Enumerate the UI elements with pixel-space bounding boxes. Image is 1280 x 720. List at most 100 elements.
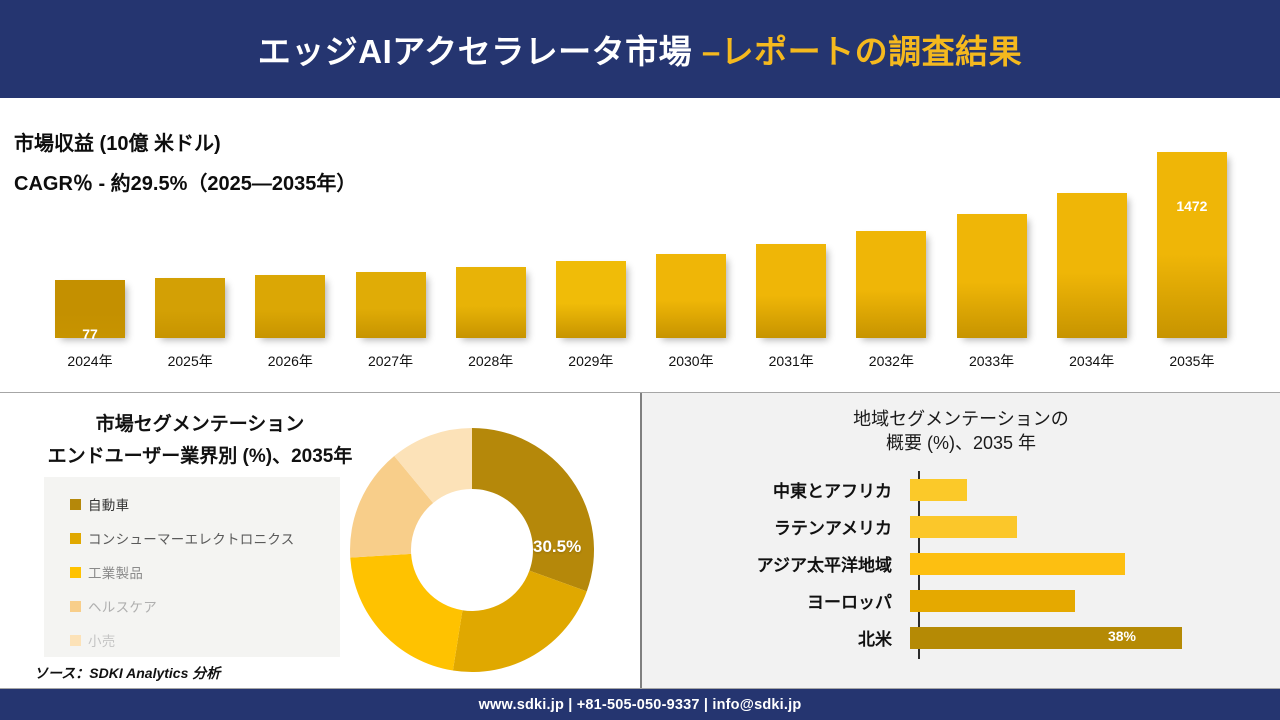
page-title-accent: –レポートの調査結果 — [701, 33, 1023, 70]
regional-bar[interactable] — [910, 515, 1018, 538]
regional-bar[interactable] — [910, 552, 1125, 575]
bar-category-label: 2027年 — [367, 353, 414, 369]
bar-category-label: 2026年 — [267, 353, 313, 369]
regional-row-label: ヨーロッパ — [807, 593, 892, 612]
regional-bar[interactable] — [910, 589, 1075, 612]
regional-row-label: ラテンアメリカ — [773, 519, 892, 538]
legend-item-label: 工業製品 — [88, 566, 144, 581]
page-title-primary: エッジAIアクセラレータ市場 — [257, 33, 702, 70]
donut-slice[interactable] — [350, 553, 463, 671]
regional-row: 中東とアフリカ — [642, 471, 1280, 508]
legend-item-label: ヘルスケア — [88, 600, 157, 615]
revenue-bar — [255, 275, 326, 338]
donut-slice[interactable] — [452, 570, 587, 672]
revenue-bars-row: 77 2024年 2025年 2026年 2027年 2028年 2029年 2030年 203… — [46, 140, 1236, 369]
bar-category-label: 2029年 — [568, 353, 614, 369]
regional-bar-value: 38% — [1107, 627, 1136, 644]
legend-swatch-icon — [70, 600, 81, 612]
legend-item[interactable]: 工業製品 — [44, 555, 340, 589]
revenue-bar — [856, 230, 927, 338]
donut-slice[interactable] — [472, 428, 594, 592]
bar-category-label: 2035年 — [1169, 353, 1215, 369]
revenue-bar — [756, 243, 827, 338]
revenue-bar: 1472 — [1156, 152, 1227, 338]
regional-row-label: 中東とアフリカ — [773, 482, 892, 501]
bar-column: 2029年 — [547, 140, 635, 369]
legend-item-label: コンシューマーエレクトロニクス — [88, 532, 295, 547]
regional-bar-chart: 中東とアフリカ ラテンアメリカアジア太平洋地域ヨーロッパ北米 38% — [642, 471, 1280, 666]
bar-value-label: 1472 — [1176, 198, 1208, 214]
donut-slice[interactable] — [394, 428, 472, 503]
revenue-bar-chart: 77 2024年 2025年 2026年 2027年 2028年 2029年 2030年 203… — [46, 140, 1236, 375]
revenue-bar — [155, 277, 226, 338]
regional-panel: 地域セグメンテーションの 概要 (%)、2035 年 中東とアフリカ ラテンアメリ… — [642, 393, 1280, 688]
regional-row: ヨーロッパ — [642, 582, 1280, 619]
regional-bar[interactable]: 38% — [910, 626, 1182, 649]
legend-item-label: 自動車 — [88, 498, 130, 513]
segmentation-panel: 市場セグメンテーション エンドユーザー業界別 (%)、2035年 自動車コンシュ… — [0, 393, 640, 688]
regional-row: 北米 38% — [642, 619, 1280, 656]
bar-column: 2026年 — [246, 140, 334, 369]
regional-row: アジア太平洋地域 — [642, 545, 1280, 582]
legend-item-label: 小売 — [88, 634, 116, 649]
donut-highlight-label: 30.5% — [533, 537, 582, 556]
section-divider-bottom — [0, 688, 1280, 689]
bar-category-label: 2034年 — [1069, 353, 1115, 369]
bar-value-label: 77 — [82, 326, 98, 342]
bar-category-label: 2032年 — [868, 353, 914, 369]
revenue-bar — [956, 214, 1027, 338]
bar-category-label: 2025年 — [167, 353, 213, 369]
bar-category-label: 2024年 — [67, 353, 113, 369]
revenue-bar — [455, 267, 526, 338]
page-title: エッジAIアクセラレータ市場 –レポートの調査結果 — [258, 25, 1022, 73]
bar-column: 2028年 — [447, 140, 535, 369]
segmentation-title-line2: エンドユーザー業界別 (%)、2035年 — [47, 446, 353, 467]
revenue-bar — [1056, 192, 1127, 338]
page-footer: www.sdki.jp | +81-505-050-9337 | info@sd… — [0, 689, 1280, 720]
bar-column: 1472 2035年 — [1148, 140, 1236, 369]
revenue-metric-label: 市場収益 (10億 米ドル) — [14, 133, 221, 155]
bar-column: 2030年 — [647, 140, 735, 369]
legend-item[interactable]: 小売 — [44, 623, 340, 657]
revenue-bar — [656, 253, 727, 338]
revenue-cagr-label: CAGR％ - 約29.5%（2025―2035年） — [14, 173, 357, 195]
regional-title-line1: 地域セグメンテーションの — [853, 409, 1069, 429]
legend-item[interactable]: ヘルスケア — [44, 589, 340, 623]
footer-contact[interactable]: www.sdki.jp | +81-505-050-9337 | info@sd… — [478, 696, 802, 713]
segmentation-title-line1: 市場セグメンテーション — [95, 414, 305, 435]
legend-item[interactable]: 自動車 — [44, 487, 340, 521]
regional-title: 地域セグメンテーションの 概要 (%)、2035 年 — [642, 407, 1280, 456]
legend-swatch-icon — [70, 532, 81, 544]
bar-column: 2027年 — [347, 140, 435, 369]
revenue-chart-section: 市場収益 (10億 米ドル) CAGR％ - 約29.5%（2025―2035年… — [0, 98, 1280, 392]
revenue-subtitle-block: 市場収益 (10億 米ドル) CAGR％ - 約29.5%（2025―2035年… — [14, 134, 356, 194]
segmentation-legend: 自動車コンシューマーエレクトロニクス 工業製品ヘルスケア小売 — [44, 477, 340, 657]
page-header: エッジAIアクセラレータ市場 –レポートの調査結果 — [0, 0, 1280, 98]
regional-row-label: 北米 — [858, 630, 892, 649]
regional-row-label: アジア太平洋地域 — [756, 556, 892, 575]
bar-category-label: 2033年 — [968, 353, 1015, 369]
legend-item[interactable]: コンシューマーエレクトロニクス — [44, 521, 340, 555]
donut-slice[interactable] — [350, 455, 434, 558]
legend-swatch-icon — [70, 634, 81, 646]
legend-swatch-icon — [70, 566, 81, 578]
source-note: ソース：SDKI Analytics 分析 — [34, 665, 221, 681]
bar-category-label: 2028年 — [468, 353, 514, 369]
bar-category-label: 2030年 — [668, 353, 714, 369]
section-divider-top — [0, 392, 1280, 393]
segmentation-donut-chart: 30.5% — [347, 425, 597, 675]
bar-category-label: 2031年 — [768, 353, 814, 369]
bar-column: 2034年 — [1048, 140, 1136, 369]
bar-column: 2031年 — [747, 140, 835, 369]
regional-bar[interactable] — [910, 478, 968, 501]
revenue-bar — [555, 261, 626, 338]
donut-svg — [350, 428, 594, 672]
revenue-bar — [355, 271, 426, 338]
regional-title-line2: 概要 (%)、2035 年 — [885, 433, 1037, 454]
bar-column: 2025年 — [146, 140, 234, 369]
section-divider-vertical — [640, 393, 642, 689]
regional-row: ラテンアメリカ — [642, 508, 1280, 545]
revenue-bar: 77 — [55, 280, 125, 342]
bar-column: 77 2024年 — [46, 140, 134, 369]
